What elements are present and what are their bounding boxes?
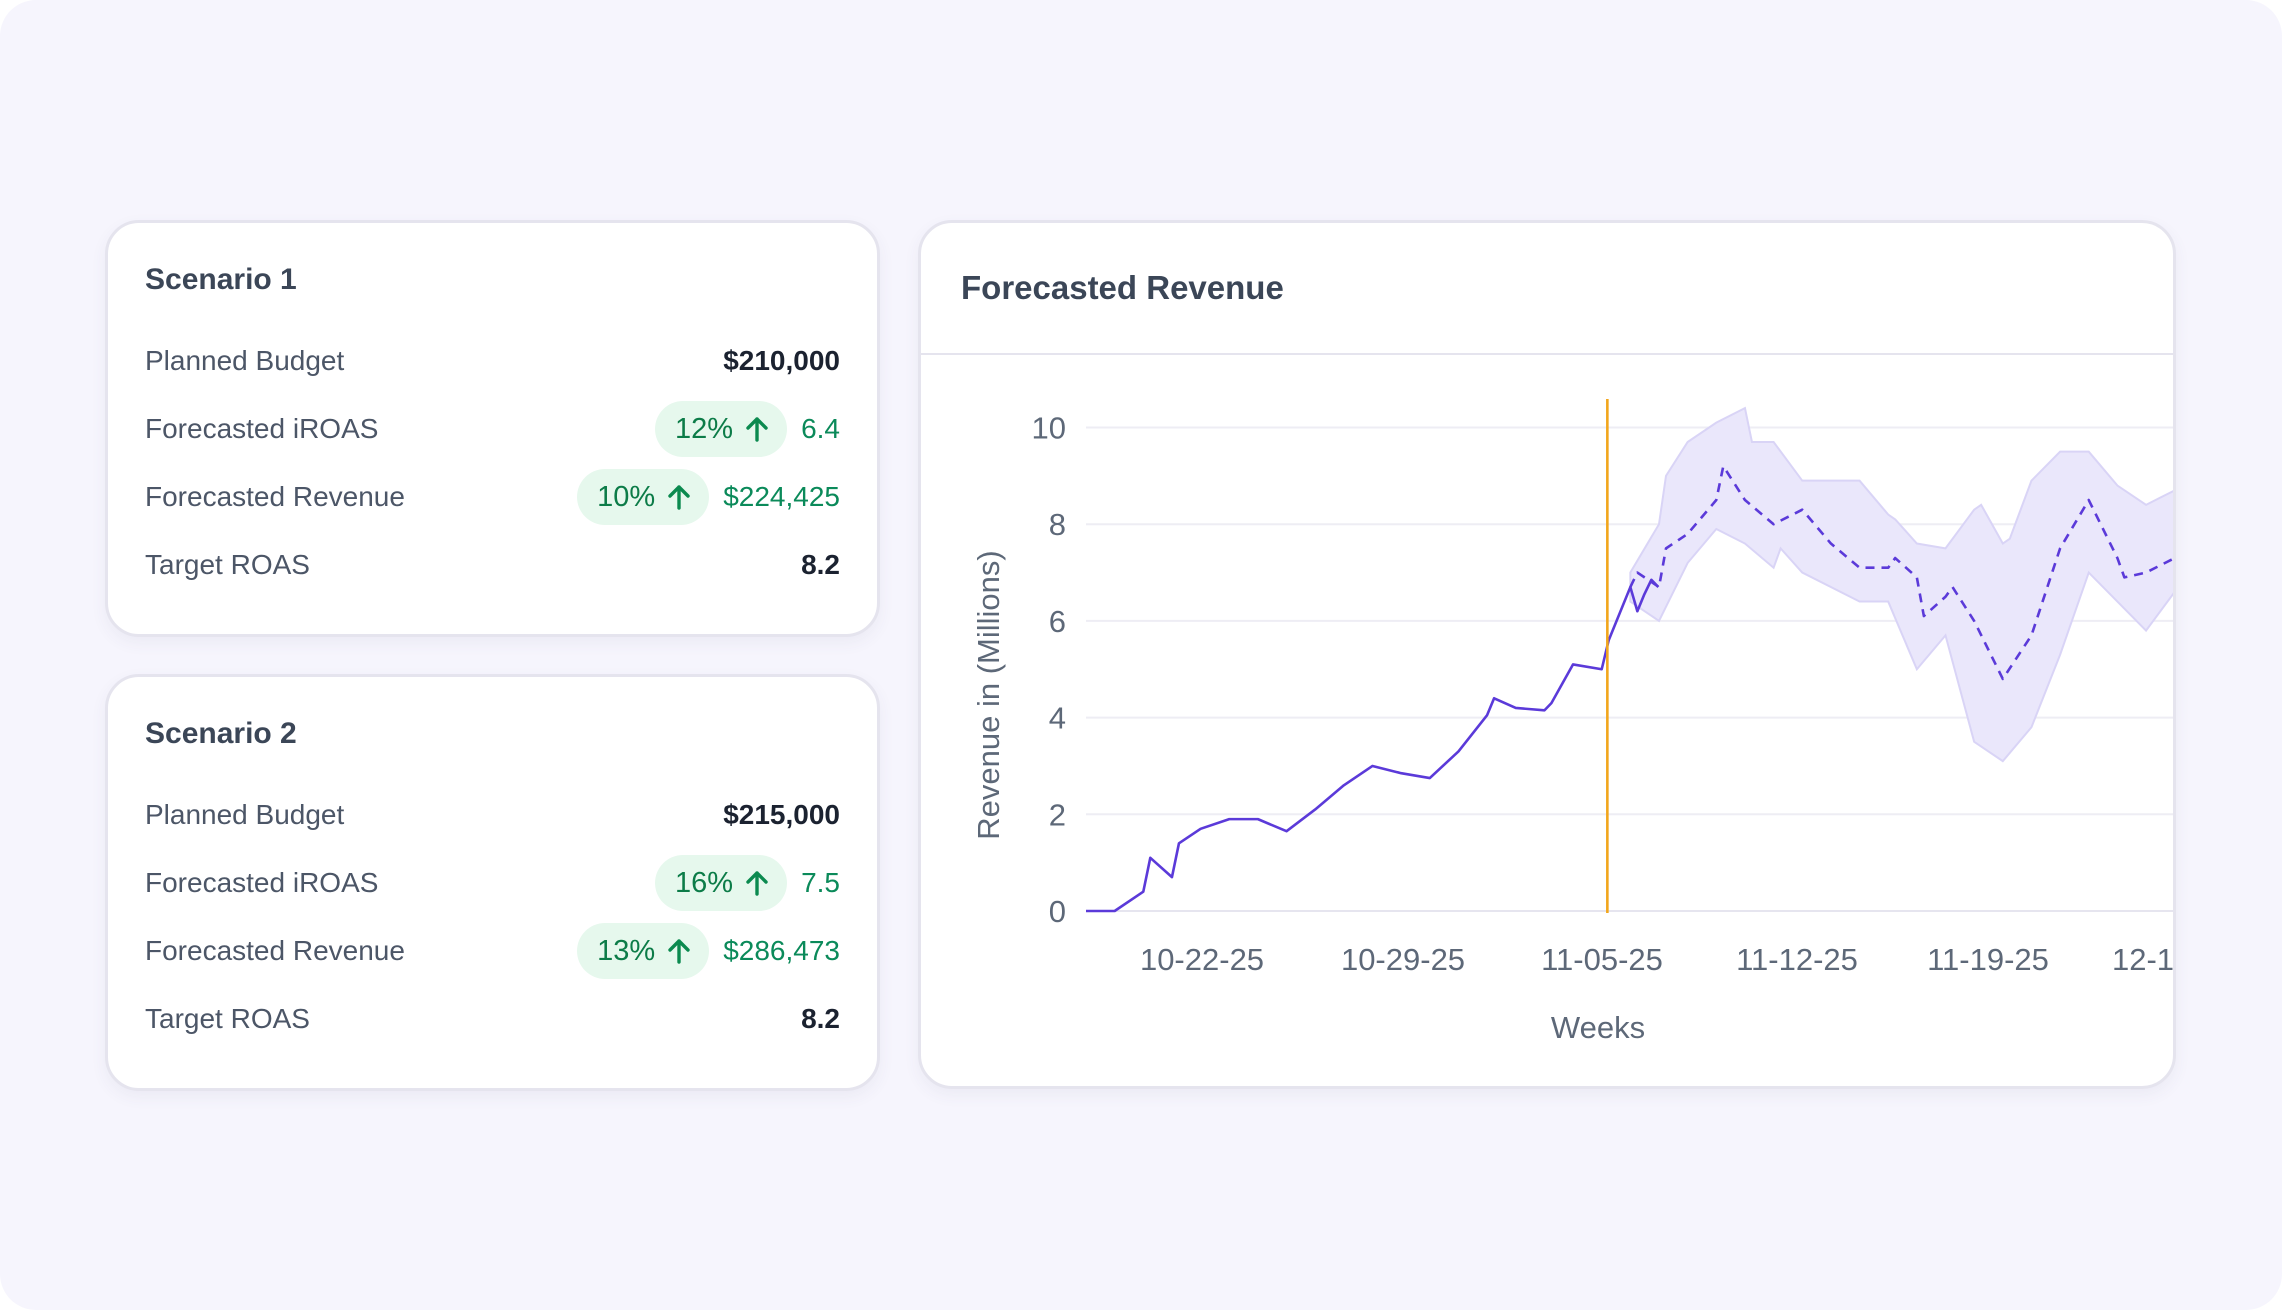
planned-budget-value: $215,000 [723, 799, 840, 830]
y-tick-label: 0 [1049, 894, 1066, 929]
x-tick-label: 10-29-25 [1341, 942, 1465, 977]
actual-revenue-line [1086, 578, 1660, 913]
scenario-card-2: Scenario 2 Planned Budget $215,000 Forec… [105, 674, 880, 1091]
iroas-delta-percent: 16% [675, 866, 734, 899]
y-tick-label: 8 [1049, 507, 1066, 542]
target-roas-label: Target ROAS [145, 549, 310, 580]
x-tick-label: 12-1 [2112, 942, 2174, 977]
forecasted-revenue-row: Forecasted Revenue 10% $224,425 [145, 469, 840, 525]
revenue-delta-badge: 13% [577, 923, 710, 979]
planned-budget-label: Planned Budget [145, 799, 345, 830]
x-tick-label: 10-22-25 [1140, 942, 1264, 977]
y-axis-title: Revenue in (Millions) [971, 550, 1006, 839]
forecasted-iroas-label: Forecasted iROAS [145, 867, 379, 898]
iroas-delta-badge: 12% [655, 401, 788, 457]
planned-budget-label: Planned Budget [145, 345, 345, 376]
revenue-delta-percent: 13% [597, 934, 656, 967]
x-tick-label: 11-05-25 [1541, 942, 1663, 977]
iroas-value: 7.5 [801, 867, 840, 898]
forecast-confidence-band [1629, 406, 2173, 763]
chart-header-divider [921, 353, 2173, 355]
y-tick-label: 10 [1032, 411, 1066, 446]
scenario-title: Scenario 1 [145, 263, 297, 296]
forecasted-revenue-label: Forecasted Revenue [145, 935, 405, 966]
chart-title: Forecasted Revenue [961, 269, 1284, 306]
revenue-delta-percent: 10% [597, 480, 656, 513]
plot-area [1086, 406, 2173, 913]
scenario-card-1: Scenario 1 Planned Budget $210,000 Forec… [105, 220, 880, 637]
arrow-up-icon [746, 871, 768, 896]
forecast-revenue-line [1629, 464, 2173, 681]
target-roas-label: Target ROAS [145, 1003, 310, 1034]
y-tick-label: 4 [1049, 701, 1066, 736]
forecasted-iroas-row: Forecasted iROAS 12% 6.4 [145, 401, 840, 457]
revenue-delta-badge: 10% [577, 469, 710, 525]
forecasted-revenue-label: Forecasted Revenue [145, 481, 405, 512]
y-tick-label: 2 [1049, 797, 1066, 832]
arrow-up-icon [668, 485, 690, 510]
arrow-up-icon [668, 939, 690, 964]
planned-budget-value: $210,000 [723, 345, 840, 376]
x-tick-label: 11-19-25 [1927, 942, 2049, 977]
y-tick-label: 6 [1049, 604, 1066, 639]
forecasted-iroas-row: Forecasted iROAS 16% 7.5 [145, 855, 840, 911]
planned-budget-row: Planned Budget $215,000 [145, 787, 840, 843]
target-roas-row: Target ROAS 8.2 [145, 537, 840, 593]
forecasted-revenue-row: Forecasted Revenue 13% $286,473 [145, 923, 840, 979]
revenue-value: $224,425 [723, 481, 840, 512]
iroas-value: 6.4 [801, 413, 840, 444]
arrow-up-icon [746, 417, 768, 442]
target-roas-row: Target ROAS 8.2 [145, 991, 840, 1047]
forecast-chart-card: Forecasted Revenue 0 2 4 6 8 10 10-22-25 10-29-… [918, 220, 2176, 1089]
iroas-delta-percent: 12% [675, 412, 734, 445]
x-tick-label: 11-12-25 [1736, 942, 1858, 977]
iroas-delta-badge: 16% [655, 855, 788, 911]
revenue-value: $286,473 [723, 935, 840, 966]
forecasted-iroas-label: Forecasted iROAS [145, 413, 379, 444]
target-roas-value: 8.2 [801, 549, 840, 580]
target-roas-value: 8.2 [801, 1003, 840, 1034]
scenario-title: Scenario 2 [145, 717, 297, 750]
x-axis-title: Weeks [1551, 1010, 1645, 1045]
planned-budget-row: Planned Budget $210,000 [145, 333, 840, 389]
forecast-chart: 0 2 4 6 8 10 10-22-25 10-29-25 11-05-25 11-12-25 1… [971, 399, 2174, 1045]
